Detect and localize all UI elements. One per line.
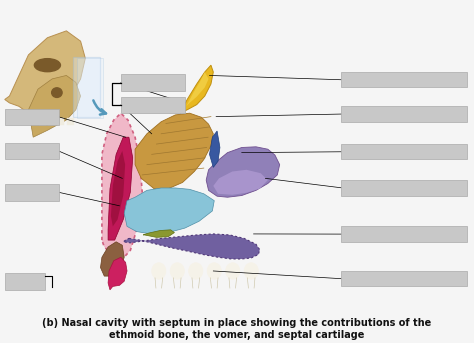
Ellipse shape [35, 59, 61, 72]
FancyBboxPatch shape [341, 226, 467, 242]
FancyBboxPatch shape [5, 143, 59, 159]
Polygon shape [213, 170, 268, 195]
Polygon shape [108, 257, 127, 290]
Bar [39, 118, 46, 125]
Ellipse shape [189, 263, 203, 279]
Polygon shape [135, 113, 213, 189]
Bar [48, 118, 55, 125]
Polygon shape [124, 188, 214, 234]
FancyBboxPatch shape [73, 57, 100, 117]
FancyBboxPatch shape [121, 74, 185, 91]
FancyBboxPatch shape [341, 271, 467, 286]
Polygon shape [143, 230, 174, 237]
Text: (b) Nasal cavity with septum in place showing the contributions of the
ethmoid b: (b) Nasal cavity with septum in place sh… [42, 318, 432, 340]
FancyBboxPatch shape [5, 184, 59, 201]
Ellipse shape [152, 263, 166, 279]
FancyBboxPatch shape [341, 72, 467, 87]
FancyBboxPatch shape [77, 58, 103, 118]
Polygon shape [108, 137, 133, 240]
FancyBboxPatch shape [5, 109, 59, 125]
FancyBboxPatch shape [341, 180, 467, 196]
Polygon shape [5, 31, 85, 120]
Polygon shape [100, 242, 124, 276]
FancyBboxPatch shape [341, 144, 467, 159]
Ellipse shape [226, 263, 240, 279]
Ellipse shape [244, 263, 258, 279]
FancyBboxPatch shape [121, 97, 185, 113]
Polygon shape [28, 75, 81, 137]
FancyBboxPatch shape [341, 106, 467, 122]
Polygon shape [123, 234, 260, 259]
Bar [67, 118, 74, 125]
Polygon shape [186, 72, 209, 106]
Ellipse shape [52, 88, 62, 97]
Polygon shape [206, 147, 280, 197]
Polygon shape [102, 113, 142, 261]
Polygon shape [111, 151, 125, 226]
Polygon shape [210, 131, 220, 167]
Polygon shape [180, 65, 213, 113]
Bar [58, 118, 64, 125]
Ellipse shape [170, 263, 184, 279]
FancyBboxPatch shape [5, 273, 45, 290]
Ellipse shape [207, 263, 221, 279]
